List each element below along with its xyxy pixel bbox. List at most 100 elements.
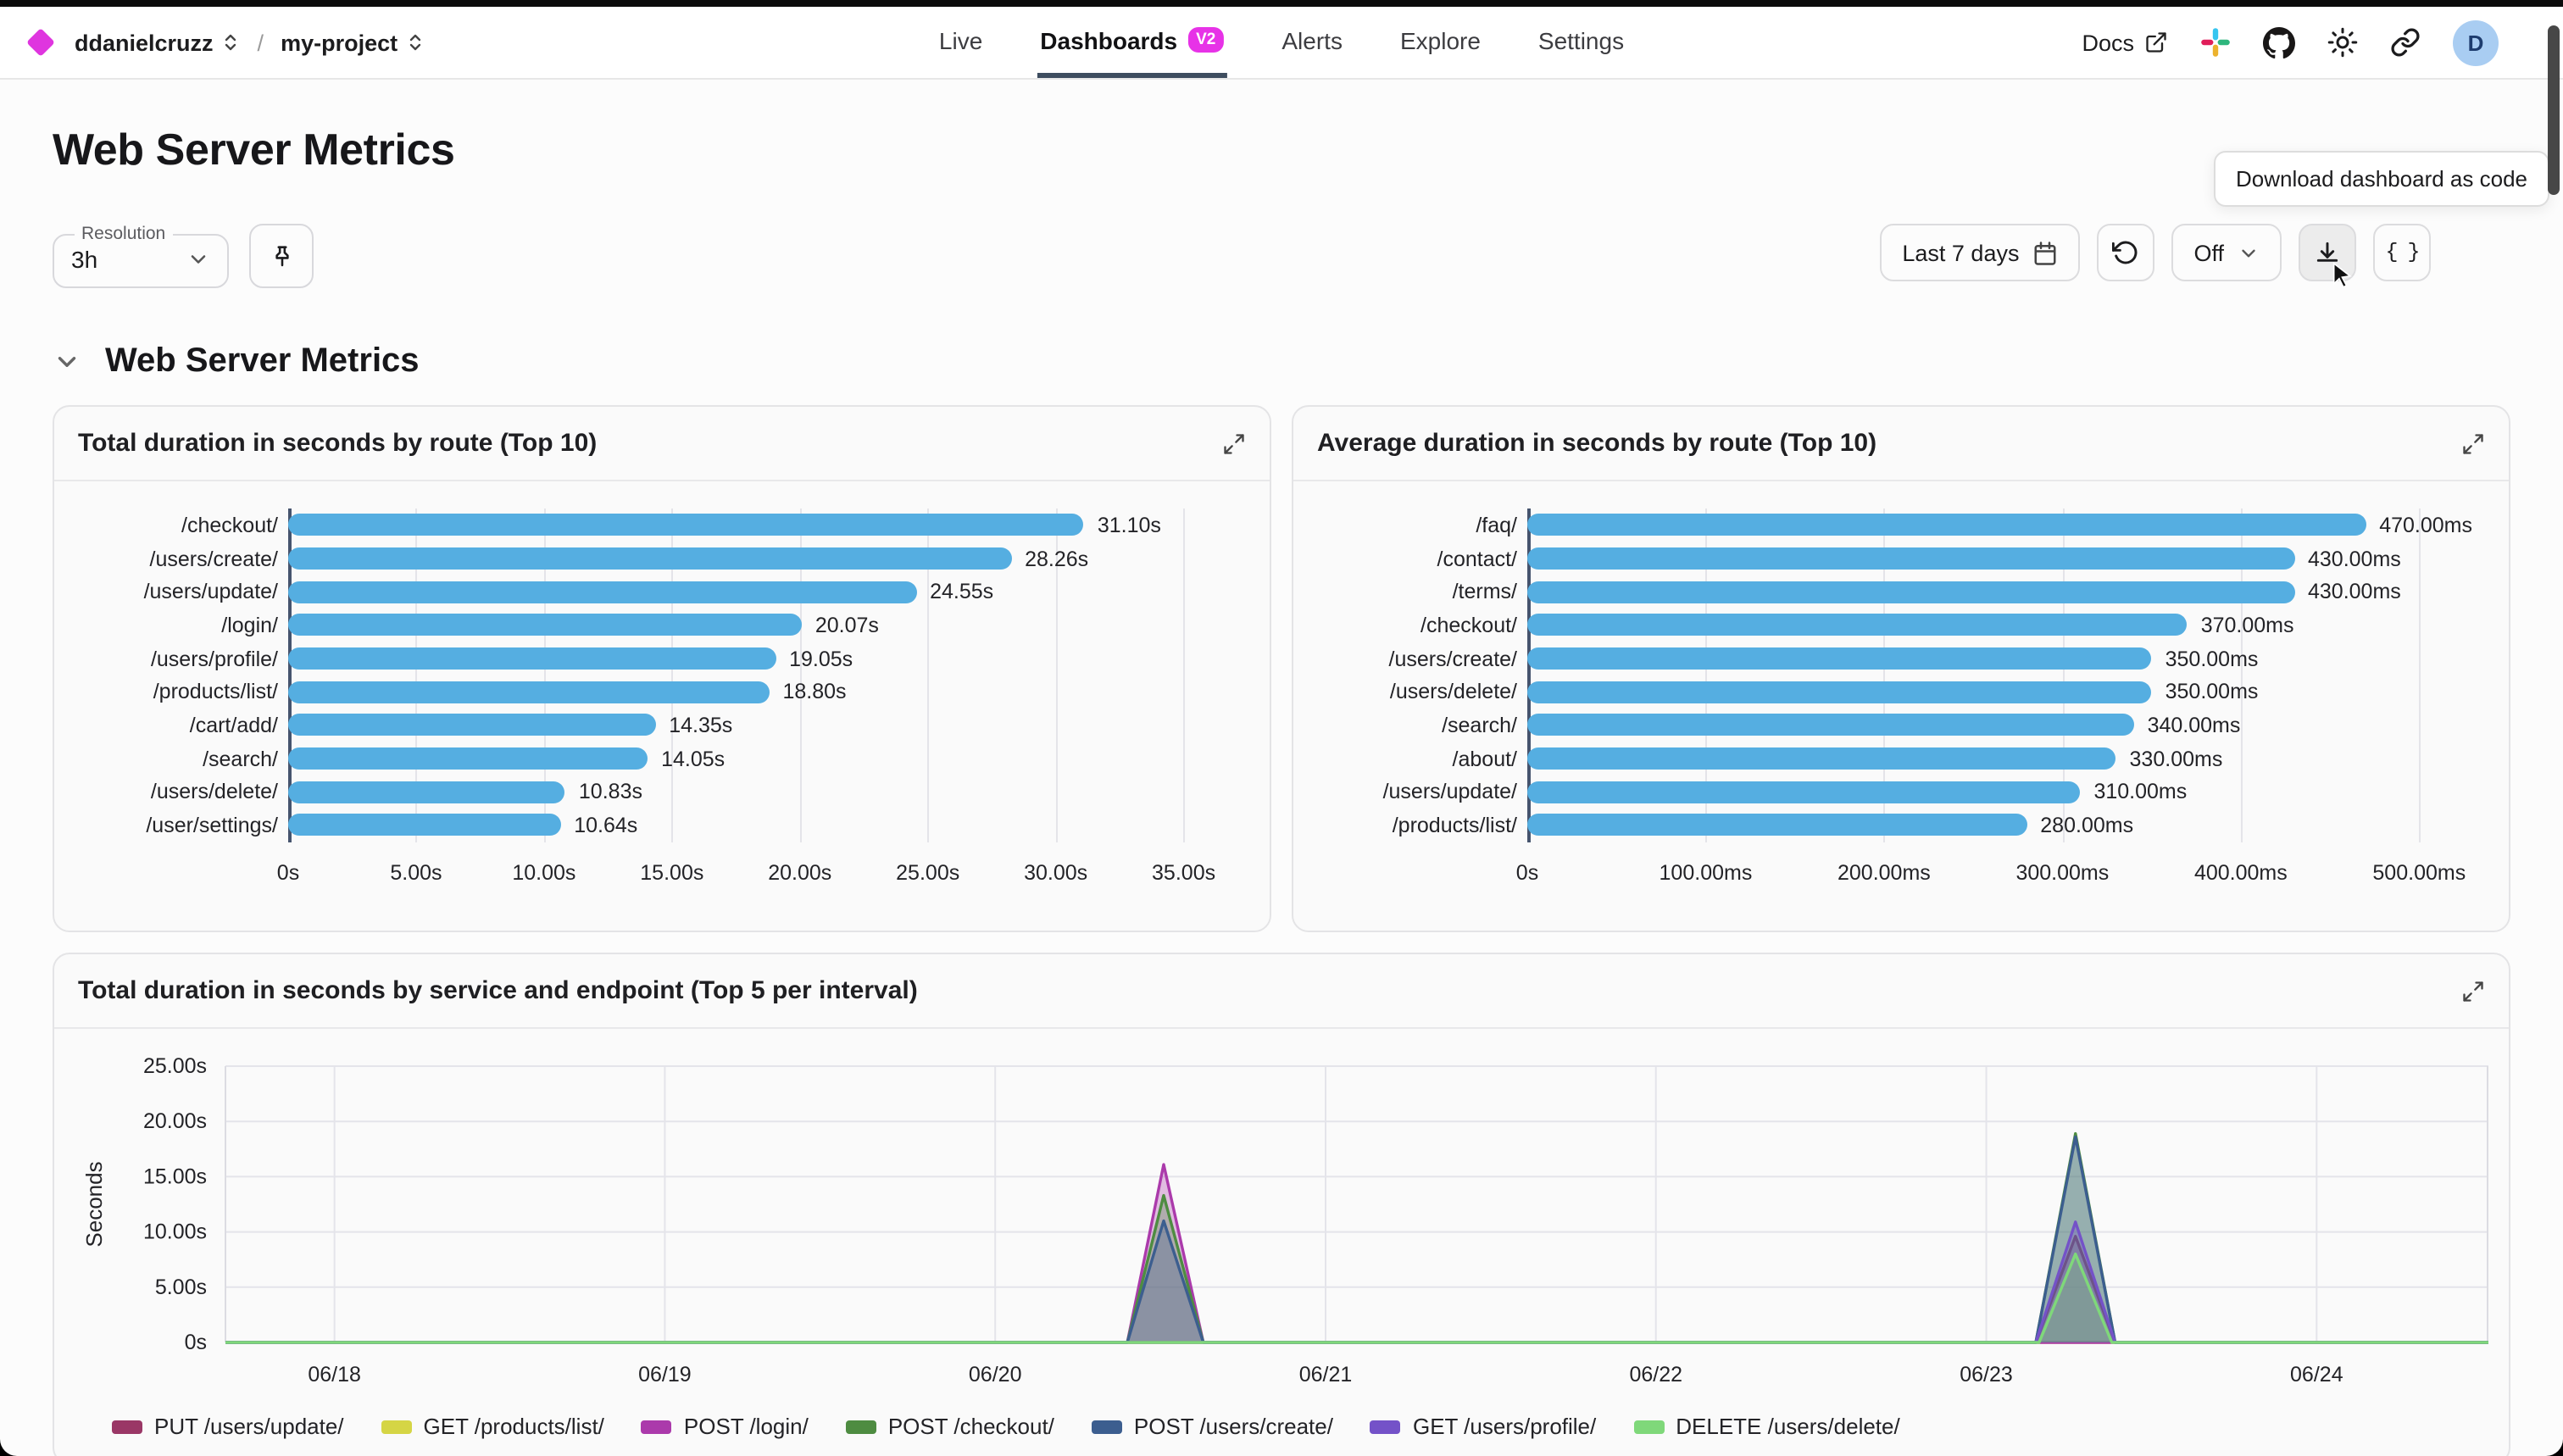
scrollbar-thumb[interactable] — [2548, 25, 2560, 195]
panel-title: Total duration in seconds by service and… — [78, 976, 918, 1005]
expand-icon[interactable] — [2461, 979, 2485, 1003]
bar-row: /user/settings/10.64s — [75, 809, 1249, 842]
bar[interactable] — [288, 781, 565, 803]
bar[interactable] — [288, 714, 656, 736]
legend-label: GET /users/profile/ — [1412, 1414, 1597, 1439]
bar-row: /users/create/28.26s — [75, 542, 1249, 575]
bar-category-label: /search/ — [1442, 713, 1517, 737]
refresh-button[interactable] — [2097, 224, 2155, 281]
x-tick-label: 5.00s — [390, 860, 442, 885]
bar[interactable] — [288, 647, 776, 670]
legend-item[interactable]: DELETE /users/delete/ — [1633, 1414, 1900, 1439]
bar[interactable] — [1527, 581, 2294, 603]
tab-alerts[interactable]: Alerts — [1278, 7, 1346, 78]
area-chart-svg[interactable]: 0s 5.00s 10.00s 15.00s 20.00s 25.00s 06/18 06/1… — [75, 1049, 2488, 1398]
resolution-select[interactable]: Resolution 3h — [53, 224, 229, 288]
bar[interactable] — [288, 547, 1012, 570]
docs-link[interactable]: Docs — [2082, 30, 2168, 55]
braces-label: { } — [2385, 241, 2420, 264]
bar-row: /login/20.07s — [75, 609, 1249, 642]
x-tick-label: 06/23 — [1960, 1363, 2013, 1387]
calendar-icon — [2034, 241, 2056, 264]
share-link-icon[interactable] — [2390, 27, 2421, 58]
bar-gridlines — [1527, 508, 2482, 842]
expand-icon[interactable] — [2461, 431, 2485, 455]
bar-value-label: 310.00ms — [2093, 780, 2188, 804]
slack-icon[interactable] — [2200, 27, 2231, 58]
x-axis: 0s 100.00ms 200.00ms 300.00ms 400.00ms 500.00… — [1516, 842, 2482, 897]
bar[interactable] — [1527, 781, 2081, 803]
y-tick-label: 20.00s — [143, 1109, 207, 1133]
legend-item[interactable]: PUT /users/update/ — [112, 1414, 344, 1439]
bar-row: /users/update/24.55s — [75, 575, 1249, 609]
bar-category-label: /users/create/ — [149, 547, 278, 571]
bar[interactable] — [1527, 614, 2188, 636]
bar[interactable] — [1527, 681, 2152, 703]
panels-grid: Total duration in seconds by route (Top … — [53, 405, 2510, 1456]
tab-settings[interactable]: Settings — [1535, 7, 1627, 78]
theme-sun-icon[interactable] — [2327, 27, 2358, 58]
bar-category-label: /checkout/ — [181, 513, 278, 537]
bar[interactable] — [288, 747, 648, 770]
bar[interactable] — [1527, 714, 2134, 736]
dashboard-actions: Download dashboard as code Last 7 days O… — [1880, 151, 2549, 288]
legend-item[interactable]: GET /users/profile/ — [1370, 1414, 1596, 1439]
bar[interactable] — [1527, 647, 2152, 670]
legend-item[interactable]: GET /products/list/ — [381, 1414, 604, 1439]
bar[interactable] — [288, 814, 561, 836]
bar[interactable] — [288, 681, 770, 703]
gridline — [2419, 508, 2421, 842]
pin-button[interactable] — [249, 224, 314, 288]
x-tick-label: 0s — [1515, 860, 1539, 885]
org-logo-icon[interactable] — [26, 28, 55, 57]
expand-icon[interactable] — [1222, 431, 1246, 455]
v2-badge: V2 — [1187, 26, 1225, 53]
bar[interactable] — [288, 514, 1084, 536]
axis-line — [1527, 508, 1530, 842]
bar-category-label: /user/settings/ — [146, 814, 278, 838]
org-name: ddanielcruzz — [75, 30, 214, 55]
download-icon — [2316, 242, 2338, 262]
bar[interactable] — [1527, 514, 2366, 536]
x-tick-label: 300.00ms — [2015, 860, 2110, 885]
gridline — [543, 508, 546, 842]
code-button[interactable]: { } — [2373, 224, 2431, 281]
tab-live[interactable]: Live — [936, 7, 986, 78]
legend-label: POST /users/create/ — [1133, 1414, 1333, 1439]
tab-explore[interactable]: Explore — [1397, 7, 1484, 78]
legend-item[interactable]: POST /users/create/ — [1091, 1414, 1333, 1439]
bar-row: /search/14.05s — [75, 742, 1249, 775]
legend-label: GET /products/list/ — [423, 1414, 604, 1439]
bar-chart-body: /faq/470.00ms/contact/430.00ms/terms/430… — [1314, 508, 2488, 842]
bar-category-label: /search/ — [203, 747, 278, 771]
bar[interactable] — [288, 614, 802, 636]
time-range-button[interactable]: Last 7 days — [1880, 224, 2081, 281]
docs-label: Docs — [2082, 30, 2134, 55]
auto-refresh-select[interactable]: Off — [2171, 224, 2282, 281]
area-series-line — [225, 1131, 2488, 1344]
project-switcher[interactable]: my-project — [281, 30, 425, 55]
github-icon[interactable] — [2263, 26, 2295, 58]
gridline — [1883, 508, 1886, 842]
legend-label: POST /checkout/ — [887, 1414, 1054, 1439]
avatar[interactable]: D — [2453, 19, 2499, 65]
legend-item[interactable]: POST /checkout/ — [845, 1414, 1054, 1439]
area-fill — [225, 1221, 2488, 1342]
gridline — [2062, 508, 2065, 842]
bar-plot: 10.64s — [288, 809, 1243, 842]
header-actions: Docs D — [2082, 19, 2536, 65]
bar-value-label: 10.64s — [574, 814, 638, 838]
section-collapse-icon[interactable] — [53, 347, 81, 376]
bar[interactable] — [288, 581, 917, 603]
legend-swatch — [641, 1420, 672, 1433]
legend-item[interactable]: POST /login/ — [641, 1414, 809, 1439]
tab-dashboards[interactable]: Dashboards V2 — [1037, 7, 1228, 78]
org-switcher[interactable]: ddanielcruzz — [75, 30, 241, 55]
panel-total-duration-by-route: Total duration in seconds by route (Top … — [53, 405, 1271, 932]
bar-value-label: 430.00ms — [2308, 547, 2401, 571]
bar[interactable] — [1527, 814, 2027, 836]
bar[interactable] — [1527, 547, 2294, 570]
bar[interactable] — [1527, 747, 2116, 770]
download-button[interactable] — [2299, 224, 2356, 288]
